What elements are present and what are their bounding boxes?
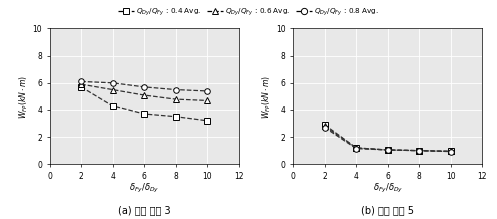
Y-axis label: $W_{FP}(kN\cdot m)$: $W_{FP}(kN\cdot m)$ [17, 74, 30, 118]
X-axis label: $\delta_{Fy}/\delta_{Dy}$: $\delta_{Fy}/\delta_{Dy}$ [373, 182, 403, 195]
Legend: $Q_{Dy}/Q_{Fy}$ : 0.4 Avg., $Q_{Dy}/Q_{Fy}$ : 0.6 Avg., $Q_{Dy}/Q_{Fy}$ : 0.8 Av: $Q_{Dy}/Q_{Fy}$ : 0.4 Avg., $Q_{Dy}/Q_{F… [115, 4, 382, 21]
Y-axis label: $W_{FP}(kN\cdot m)$: $W_{FP}(kN\cdot m)$ [261, 74, 273, 118]
X-axis label: $\delta_{Fy}/\delta_{Dy}$: $\delta_{Fy}/\delta_{Dy}$ [129, 182, 159, 195]
Title: (a) 주기 비율 3: (a) 주기 비율 3 [118, 205, 170, 215]
Title: (b) 주기 비율 5: (b) 주기 비율 5 [361, 205, 414, 215]
